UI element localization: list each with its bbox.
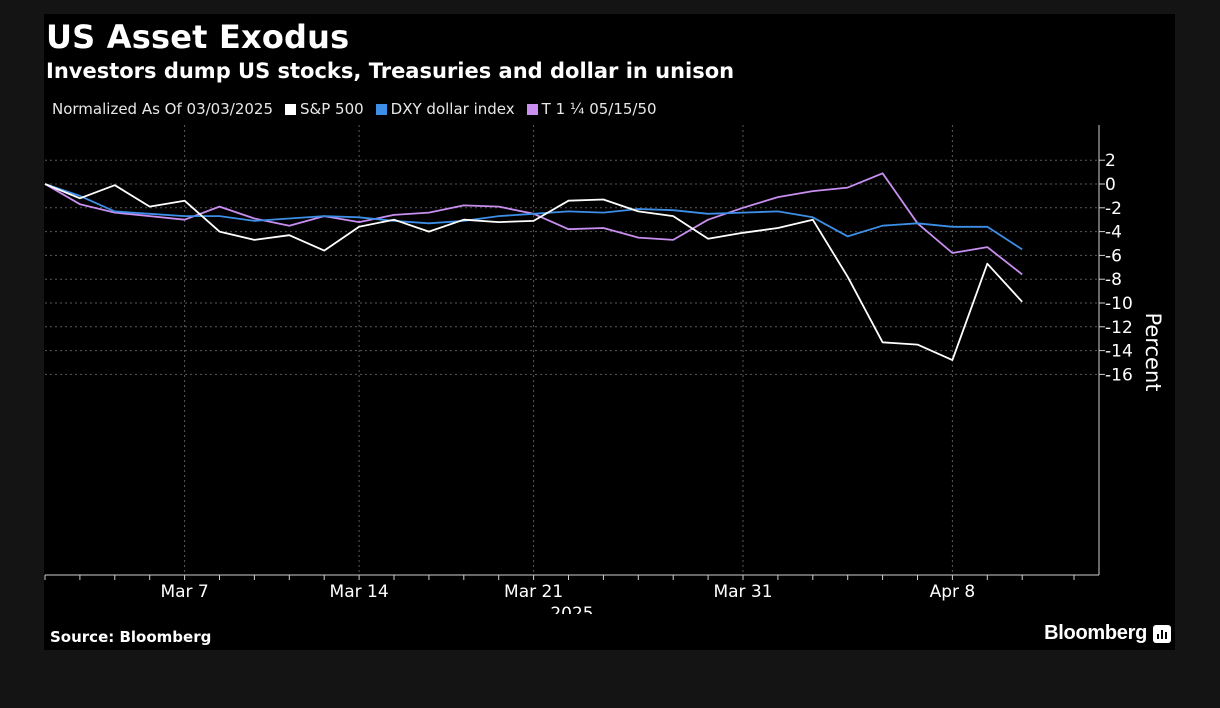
legend-swatch-treasury bbox=[526, 103, 538, 115]
y-tick-label: -16 bbox=[1105, 365, 1133, 385]
y-tick-label: -10 bbox=[1105, 294, 1133, 314]
series-line-dxy bbox=[44, 183, 1023, 251]
legend-swatch-sp500 bbox=[285, 103, 296, 115]
chart-subtitle: Investors dump US stocks, Treasuries and… bbox=[46, 59, 735, 83]
source-note: Source: Bloomberg bbox=[50, 628, 212, 646]
y-axis-title: Percent bbox=[1141, 312, 1165, 391]
axes: 2 0 -2 -4 -6 -8 -10 -12 -14 -16 Mar 7 Mar 14 Mar 21 M… bbox=[44, 125, 1133, 602]
legend-item-treasury: T 1 ¼ 05/15/50 bbox=[526, 100, 657, 118]
series-lines bbox=[44, 172, 1023, 362]
series-line-sp500 bbox=[44, 183, 1023, 362]
line-chart: 2 0 -2 -4 -6 -8 -10 -12 -14 -16 Mar 7 Mar 14 Mar 21 M… bbox=[44, 125, 1165, 614]
brand-name: Bloomberg bbox=[1044, 622, 1147, 644]
y-tick-label: -8 bbox=[1105, 270, 1122, 290]
legend-normalization-note: Normalized As Of 03/03/2025 bbox=[52, 100, 273, 118]
legend-item-sp500: S&P 500 bbox=[285, 100, 364, 118]
chart-title: US Asset Exodus bbox=[46, 18, 350, 56]
series-line-treasury bbox=[44, 172, 1023, 276]
chart-panel: US Asset Exodus Investors dump US stocks… bbox=[44, 14, 1175, 650]
x-tick-label: Mar 21 bbox=[504, 582, 563, 602]
y-tick-label: -12 bbox=[1105, 318, 1133, 338]
y-tick-label: -4 bbox=[1105, 223, 1122, 243]
y-tick-label: 0 bbox=[1105, 175, 1116, 195]
y-tick-label: -6 bbox=[1105, 246, 1122, 266]
x-axis-year-label: 2025 bbox=[550, 604, 593, 614]
legend-label-sp500: S&P 500 bbox=[300, 100, 364, 118]
legend: Normalized As Of 03/03/2025 S&P 500 DXY … bbox=[52, 100, 657, 118]
y-tick-label: -14 bbox=[1105, 342, 1133, 362]
legend-item-dxy: DXY dollar index bbox=[375, 100, 515, 118]
y-tick-label: -2 bbox=[1105, 199, 1122, 219]
y-tick-label: 2 bbox=[1105, 151, 1116, 171]
x-tick-label: Apr 8 bbox=[930, 582, 976, 602]
gridlines bbox=[45, 125, 1099, 575]
bloomberg-logo: Bloomberg bbox=[1044, 622, 1171, 645]
x-tick-label: Mar 31 bbox=[713, 582, 772, 602]
x-tick-label: Mar 7 bbox=[160, 582, 208, 602]
x-tick-label: Mar 14 bbox=[330, 582, 389, 602]
legend-label-dxy: DXY dollar index bbox=[390, 100, 515, 118]
legend-swatch-dxy bbox=[375, 103, 387, 115]
legend-label-treasury: T 1 ¼ 05/15/50 bbox=[541, 100, 657, 118]
bloomberg-terminal-icon bbox=[1153, 624, 1171, 643]
